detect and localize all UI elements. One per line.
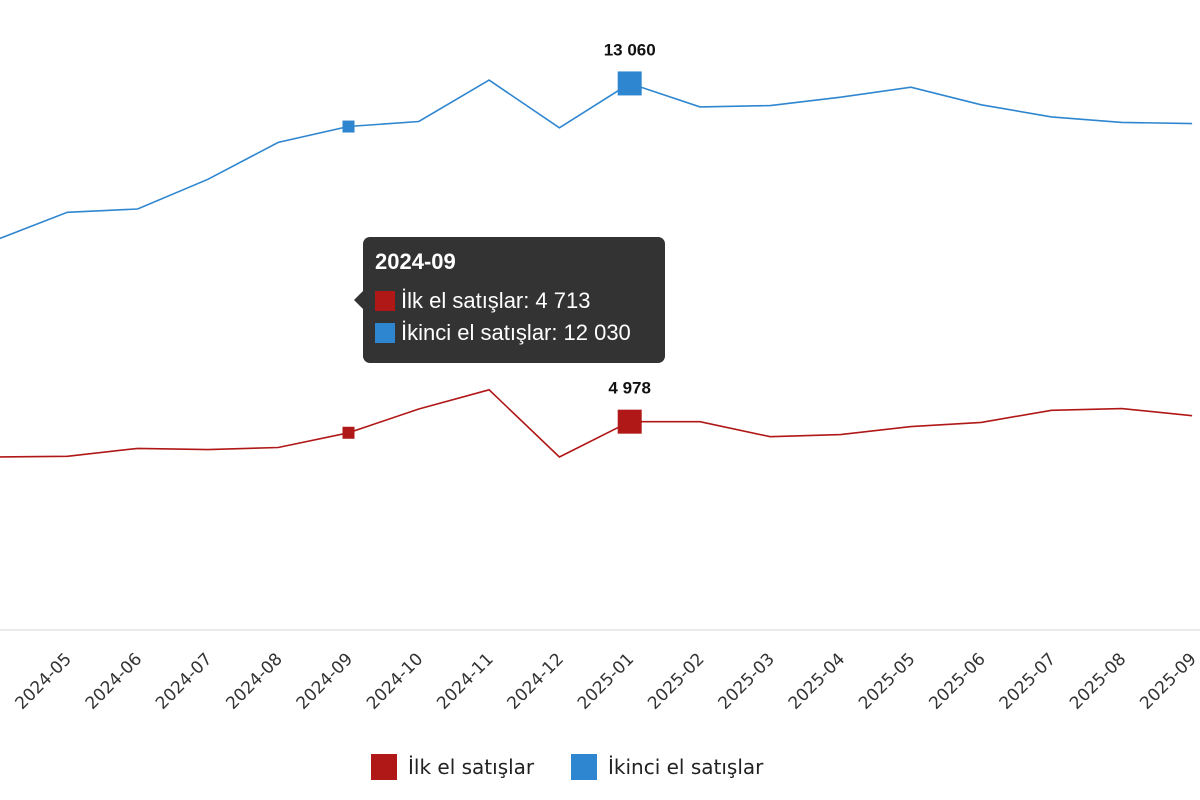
- series-2-hover-marker: [342, 120, 355, 133]
- x-tick-label: 2025-05: [855, 649, 919, 713]
- x-tick-label: 2025-08: [1066, 649, 1130, 713]
- data-label-series-1: 4 978: [608, 379, 651, 398]
- legend-label-series-2: İkinci el satışlar: [608, 755, 764, 779]
- x-tick-label: 2024-11: [433, 649, 497, 713]
- x-tick-label: 2025-06: [925, 649, 989, 713]
- x-tick-label: 2024-07: [152, 649, 216, 713]
- tooltip-value-series-2: 12 030: [563, 320, 631, 345]
- x-tick-label: 2025-02: [644, 649, 708, 713]
- tooltip-label-series-2: İkinci el satışlar:: [401, 320, 558, 345]
- chart-tooltip: 2024-09 İlk el satışlar: 4 713 İkinci el…: [354, 237, 665, 363]
- series-line-1: [0, 388, 1193, 458]
- x-tick-label: 2025-07: [996, 649, 1060, 713]
- legend-swatch-series-2: [571, 754, 597, 780]
- tooltip-row-series-2: İkinci el satışlar: 12 030: [375, 317, 653, 349]
- tooltip-label-series-1: İlk el satışlar:: [401, 288, 530, 313]
- series-1-hover-marker: [342, 426, 355, 439]
- tooltip-title: 2024-09: [375, 249, 456, 274]
- data-label-series-2: 13 060: [604, 40, 656, 59]
- x-tick-label: 2024-06: [82, 649, 146, 713]
- x-tick-label: 2025-01: [574, 649, 638, 713]
- tooltip-value-series-1: 4 713: [535, 288, 591, 313]
- tooltip-swatch-series-2: [375, 323, 395, 343]
- x-tick-label: 2025-03: [714, 649, 778, 713]
- series-1-highlight-marker: [617, 409, 642, 434]
- x-tick-label: 2024-12: [504, 649, 568, 713]
- legend-label-series-1: İlk el satışlar: [408, 755, 535, 779]
- series-line-2: [0, 79, 1193, 240]
- x-tick-label: 2025-04: [785, 649, 849, 713]
- tooltip-swatch-series-1: [375, 291, 395, 311]
- x-tick-label: 2024-10: [363, 649, 427, 713]
- x-tick-label: 2024-09: [293, 649, 357, 713]
- tooltip-row-series-1: İlk el satışlar: 4 713: [375, 285, 653, 317]
- legend-swatch-series-1: [371, 754, 397, 780]
- x-tick-label: 2025-09: [1136, 649, 1200, 713]
- series-2-highlight-marker: [617, 71, 642, 96]
- x-tick-label: 2024-08: [222, 649, 286, 713]
- x-tick-label: 2024-05: [11, 649, 75, 713]
